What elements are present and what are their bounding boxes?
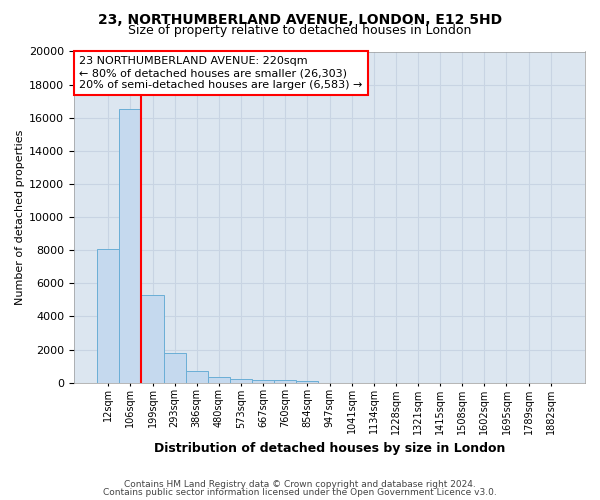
Text: 23, NORTHUMBERLAND AVENUE, LONDON, E12 5HD: 23, NORTHUMBERLAND AVENUE, LONDON, E12 5… <box>98 12 502 26</box>
Y-axis label: Number of detached properties: Number of detached properties <box>15 130 25 304</box>
Bar <box>119 110 142 382</box>
Bar <box>164 353 186 382</box>
Text: Size of property relative to detached houses in London: Size of property relative to detached ho… <box>128 24 472 37</box>
Bar <box>230 379 252 382</box>
Text: Contains public sector information licensed under the Open Government Licence v3: Contains public sector information licen… <box>103 488 497 497</box>
Bar <box>252 380 274 382</box>
Bar <box>208 378 230 382</box>
Bar <box>274 380 296 382</box>
Bar <box>186 371 208 382</box>
X-axis label: Distribution of detached houses by size in London: Distribution of detached houses by size … <box>154 442 505 455</box>
Bar <box>296 380 319 382</box>
Text: Contains HM Land Registry data © Crown copyright and database right 2024.: Contains HM Land Registry data © Crown c… <box>124 480 476 489</box>
Bar <box>97 250 119 382</box>
Text: 23 NORTHUMBERLAND AVENUE: 220sqm
← 80% of detached houses are smaller (26,303)
2: 23 NORTHUMBERLAND AVENUE: 220sqm ← 80% o… <box>79 56 362 90</box>
Bar <box>142 295 164 382</box>
